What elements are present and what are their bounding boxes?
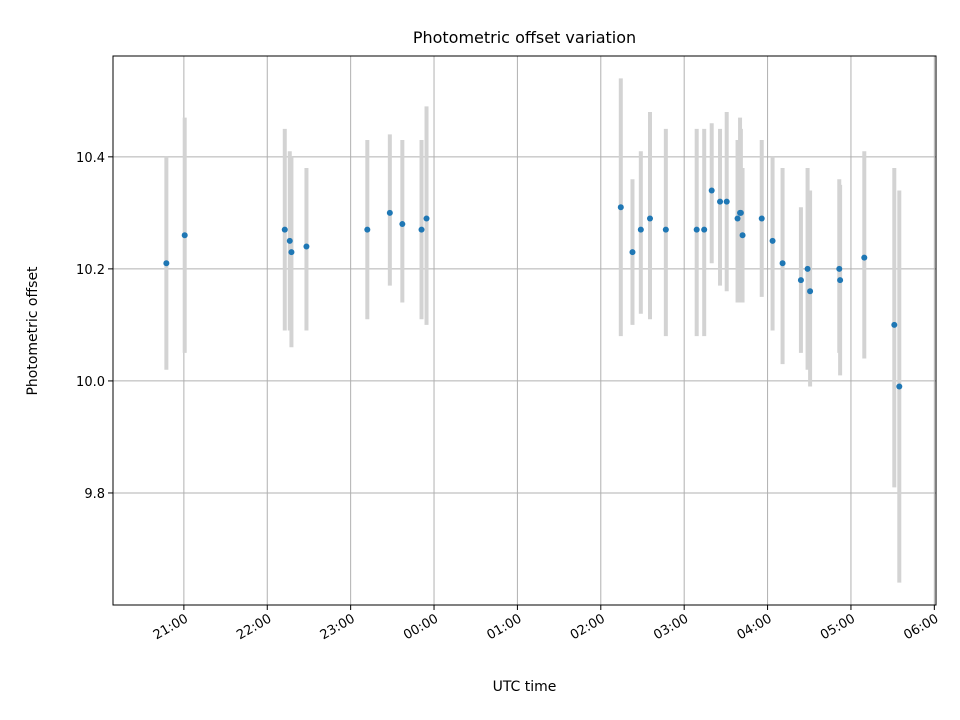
data-point — [734, 215, 741, 222]
data-point — [769, 237, 776, 244]
data-point — [779, 260, 786, 267]
data-point — [758, 215, 765, 222]
y-tick-label: 10.4 — [76, 151, 105, 166]
data-point — [708, 187, 715, 194]
x-tick-label: 00:00 — [401, 611, 441, 643]
x-tick-label: 01:00 — [484, 611, 524, 643]
x-tick-label: 05:00 — [818, 611, 858, 643]
x-tick-label: 04:00 — [735, 611, 775, 643]
data-point — [181, 232, 188, 239]
data-point — [891, 321, 898, 328]
data-point — [896, 383, 903, 390]
data-point — [836, 265, 843, 272]
y-axis-label: Photometric offset — [25, 266, 41, 396]
data-point — [286, 237, 293, 244]
x-tick-label: 22:00 — [234, 611, 274, 643]
data-point — [861, 254, 868, 261]
x-axis-ticks: 21:00 22:00 23:00 00:00 01:00 02:00 03:00 04:00… — [151, 605, 941, 643]
x-axis-label: UTC time — [493, 679, 557, 695]
data-point — [423, 215, 430, 222]
y-tick-label: 10.2 — [76, 263, 105, 278]
data-point — [629, 249, 636, 256]
data-points — [163, 187, 903, 390]
plot-frame — [112, 55, 937, 606]
data-point — [163, 260, 170, 267]
y-tick-label: 10.0 — [76, 375, 105, 390]
data-point — [837, 277, 844, 284]
data-point — [637, 226, 644, 233]
x-tick-label: 23:00 — [318, 611, 358, 643]
data-point — [617, 204, 624, 211]
data-point — [737, 209, 744, 216]
y-axis-ticks: 9.8 10.0 10.2 10.4 — [76, 151, 113, 502]
y-tick-label: 9.8 — [84, 487, 105, 502]
data-point — [717, 198, 724, 205]
x-tick-label: 02:00 — [568, 611, 608, 643]
data-point — [281, 226, 288, 233]
data-point — [288, 249, 295, 256]
data-point — [797, 277, 804, 284]
data-point — [303, 243, 310, 250]
data-point — [399, 221, 406, 228]
data-point — [646, 215, 653, 222]
data-point — [723, 198, 730, 205]
x-tick-label: 06:00 — [901, 611, 941, 643]
data-point — [386, 209, 393, 216]
data-point — [804, 265, 811, 272]
chart-title: Photometric offset variation — [413, 28, 636, 47]
data-point — [662, 226, 669, 233]
data-point — [807, 288, 814, 295]
data-point — [701, 226, 708, 233]
data-point — [418, 226, 425, 233]
x-tick-label: 03:00 — [651, 611, 691, 643]
data-point — [364, 226, 371, 233]
grid-lines — [113, 56, 936, 605]
error-bars — [164, 78, 902, 583]
x-tick-label: 21:00 — [151, 611, 191, 643]
data-point — [693, 226, 700, 233]
data-point — [739, 232, 746, 239]
